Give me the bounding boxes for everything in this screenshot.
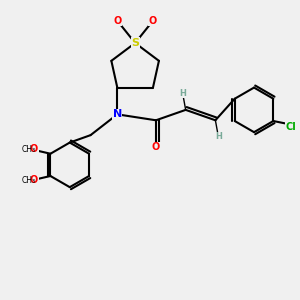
- Text: CH₃: CH₃: [22, 176, 36, 185]
- Text: O: O: [30, 144, 38, 154]
- Text: O: O: [149, 16, 157, 26]
- Text: O: O: [30, 176, 38, 185]
- Text: H: H: [215, 132, 222, 141]
- Text: H: H: [179, 89, 186, 98]
- Text: CH₃: CH₃: [22, 145, 36, 154]
- Text: O: O: [113, 16, 122, 26]
- Text: O: O: [152, 142, 160, 152]
- Text: Cl: Cl: [286, 122, 296, 132]
- Text: S: S: [131, 38, 139, 48]
- Text: N: N: [113, 109, 122, 119]
